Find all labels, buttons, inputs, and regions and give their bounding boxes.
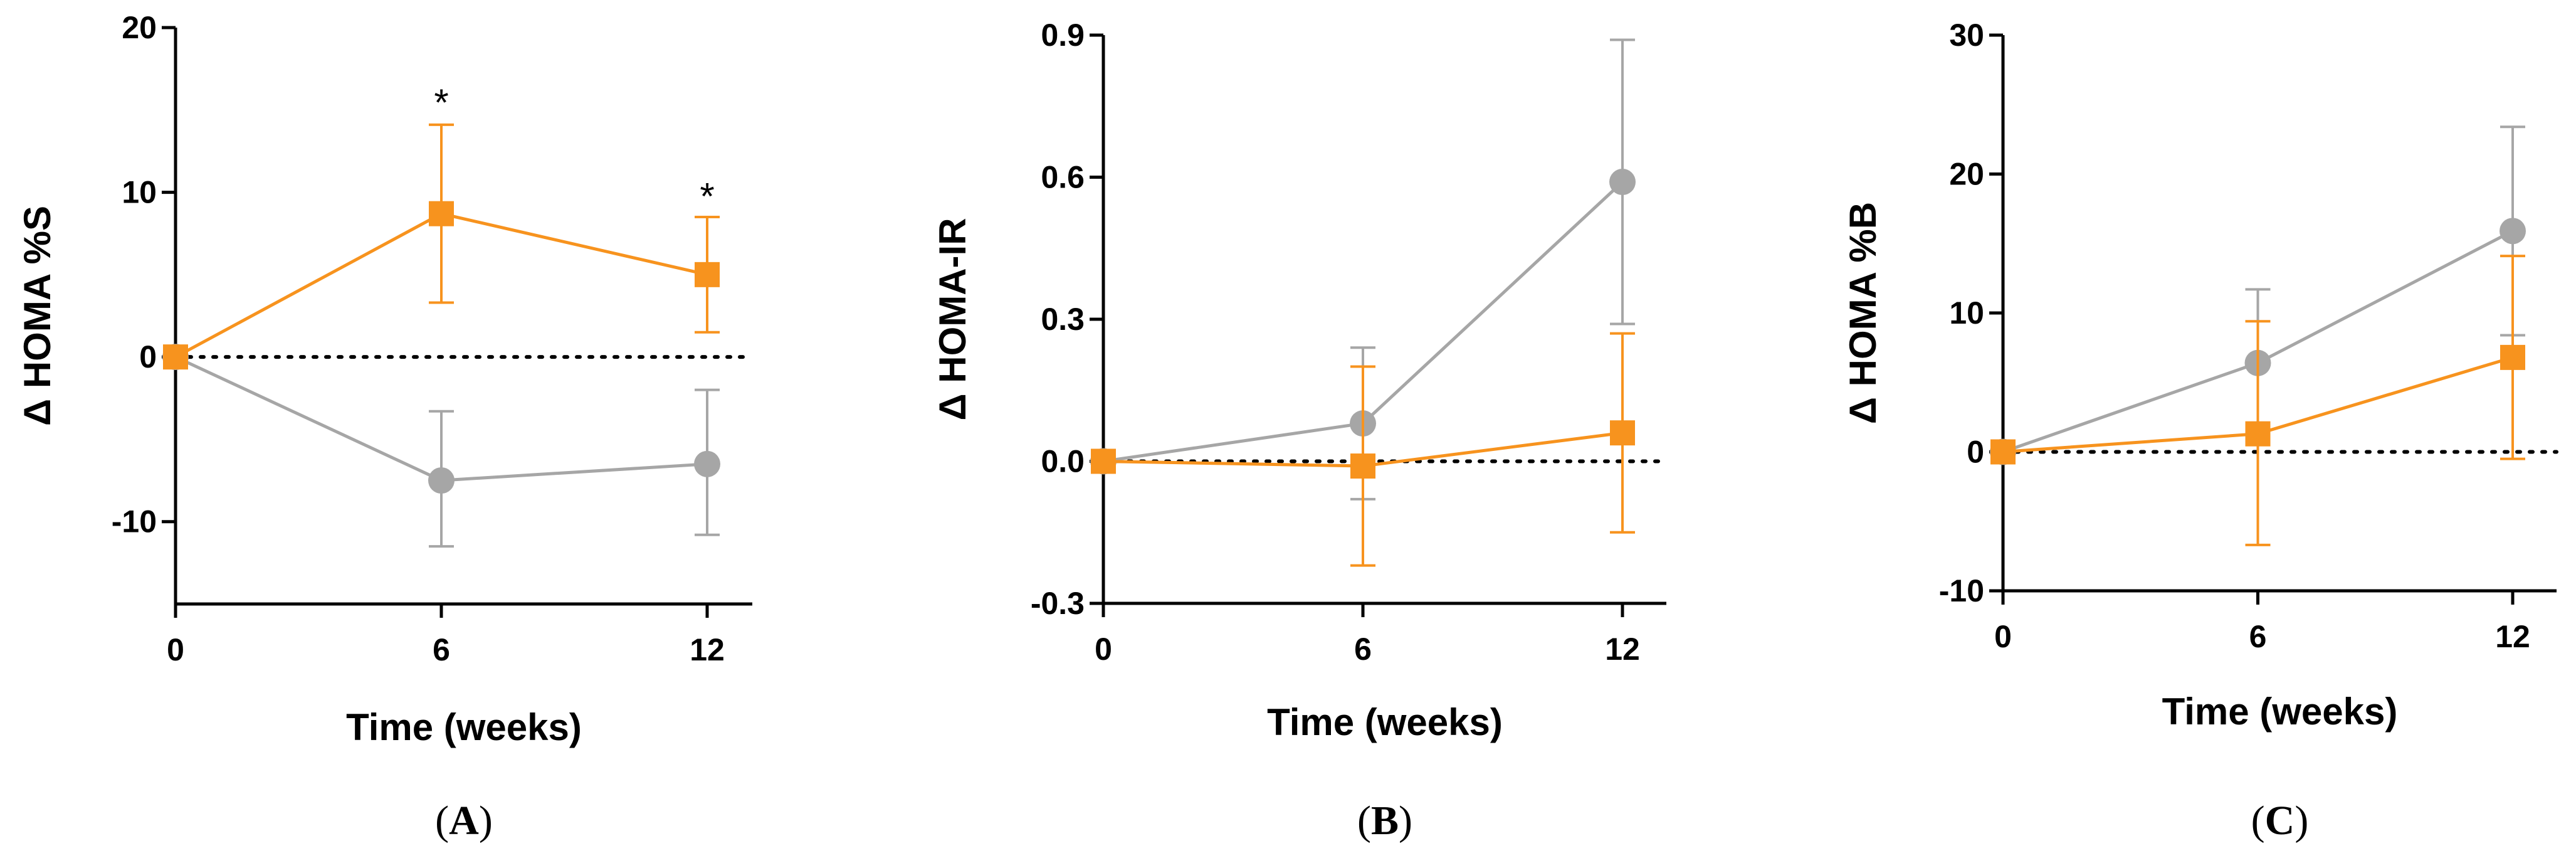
panel-label: (C) (2251, 798, 2309, 844)
data-point-intervention (1610, 420, 1635, 446)
panel-a: -10 0 10 20 0 6 12 * * Δ HOMA %S Time (weeks) (A) (16, 10, 754, 844)
x-axis-title: Time (weeks) (346, 706, 582, 748)
x-tick-label: 6 (2249, 619, 2267, 654)
data-point-control (428, 467, 455, 494)
x-tick-label: 12 (690, 632, 725, 667)
y-tick-label: 0 (139, 339, 157, 374)
y-tick-label: 10 (122, 175, 157, 210)
panel-b: -0.3 0.0 0.3 0.6 0.9 0 6 12 Δ HOMA-IR Time (weeks… (932, 18, 1668, 844)
data-point-control (694, 450, 720, 477)
data-point-intervention (1091, 448, 1116, 474)
y-tick-label: 0.6 (1041, 160, 1085, 195)
data-point-control (1609, 169, 1636, 196)
x-axis-title: Time (weeks) (1267, 701, 1503, 743)
series-intervention (1990, 255, 2525, 546)
x-tick-label: 6 (433, 632, 450, 667)
y-tick-label: 10 (1949, 295, 1984, 331)
x-tick-label: 6 (1354, 632, 1372, 667)
y-tick-label: 0 (1967, 435, 1984, 470)
y-axis-title: Δ HOMA-IR (932, 218, 974, 420)
significance-marker: * (700, 175, 714, 217)
series-intervention (1091, 332, 1635, 567)
data-point-intervention (1350, 453, 1375, 479)
series-control (162, 344, 720, 548)
panel-label: (B) (1357, 798, 1412, 844)
y-tick-label: 0.3 (1041, 302, 1085, 337)
panel-letter: A (449, 798, 479, 844)
y-axis-title: Δ HOMA %B (1842, 202, 1884, 424)
y-tick-label: -0.3 (1031, 586, 1085, 621)
y-tick-label: 20 (1949, 157, 1984, 192)
x-tick-label: 0 (1095, 632, 1112, 667)
data-point-intervention (2245, 421, 2271, 447)
panel-label: (A) (435, 798, 493, 844)
panel-letter: C (2265, 798, 2295, 844)
data-point-intervention (1990, 439, 2016, 465)
data-point-intervention (163, 344, 188, 370)
panel-c: -10 0 10 20 30 0 6 12 Δ HOMA %B Time (weeks) (C) (1842, 18, 2558, 844)
data-point-control (2500, 218, 2526, 245)
x-tick-label: 12 (1605, 632, 1640, 667)
data-point-intervention (429, 201, 454, 226)
data-point-intervention (695, 262, 720, 287)
x-axis-title: Time (weeks) (2162, 691, 2398, 733)
significance-marker: * (434, 82, 448, 124)
y-tick-label: 0.9 (1041, 18, 1085, 53)
y-tick-label: -10 (1939, 573, 1984, 608)
y-tick-label: 0.0 (1041, 444, 1085, 479)
x-tick-label: 0 (1994, 619, 2012, 654)
y-tick-label: 30 (1949, 18, 1984, 53)
panel-letter: B (1371, 798, 1399, 844)
data-point-intervention (2500, 344, 2525, 370)
x-tick-label: 0 (167, 632, 184, 667)
y-axis-title: Δ HOMA %S (16, 206, 58, 426)
x-tick-label: 12 (2495, 619, 2530, 654)
y-tick-label: -10 (112, 504, 157, 539)
series-intervention (163, 123, 720, 370)
y-tick-label: 20 (122, 10, 157, 45)
